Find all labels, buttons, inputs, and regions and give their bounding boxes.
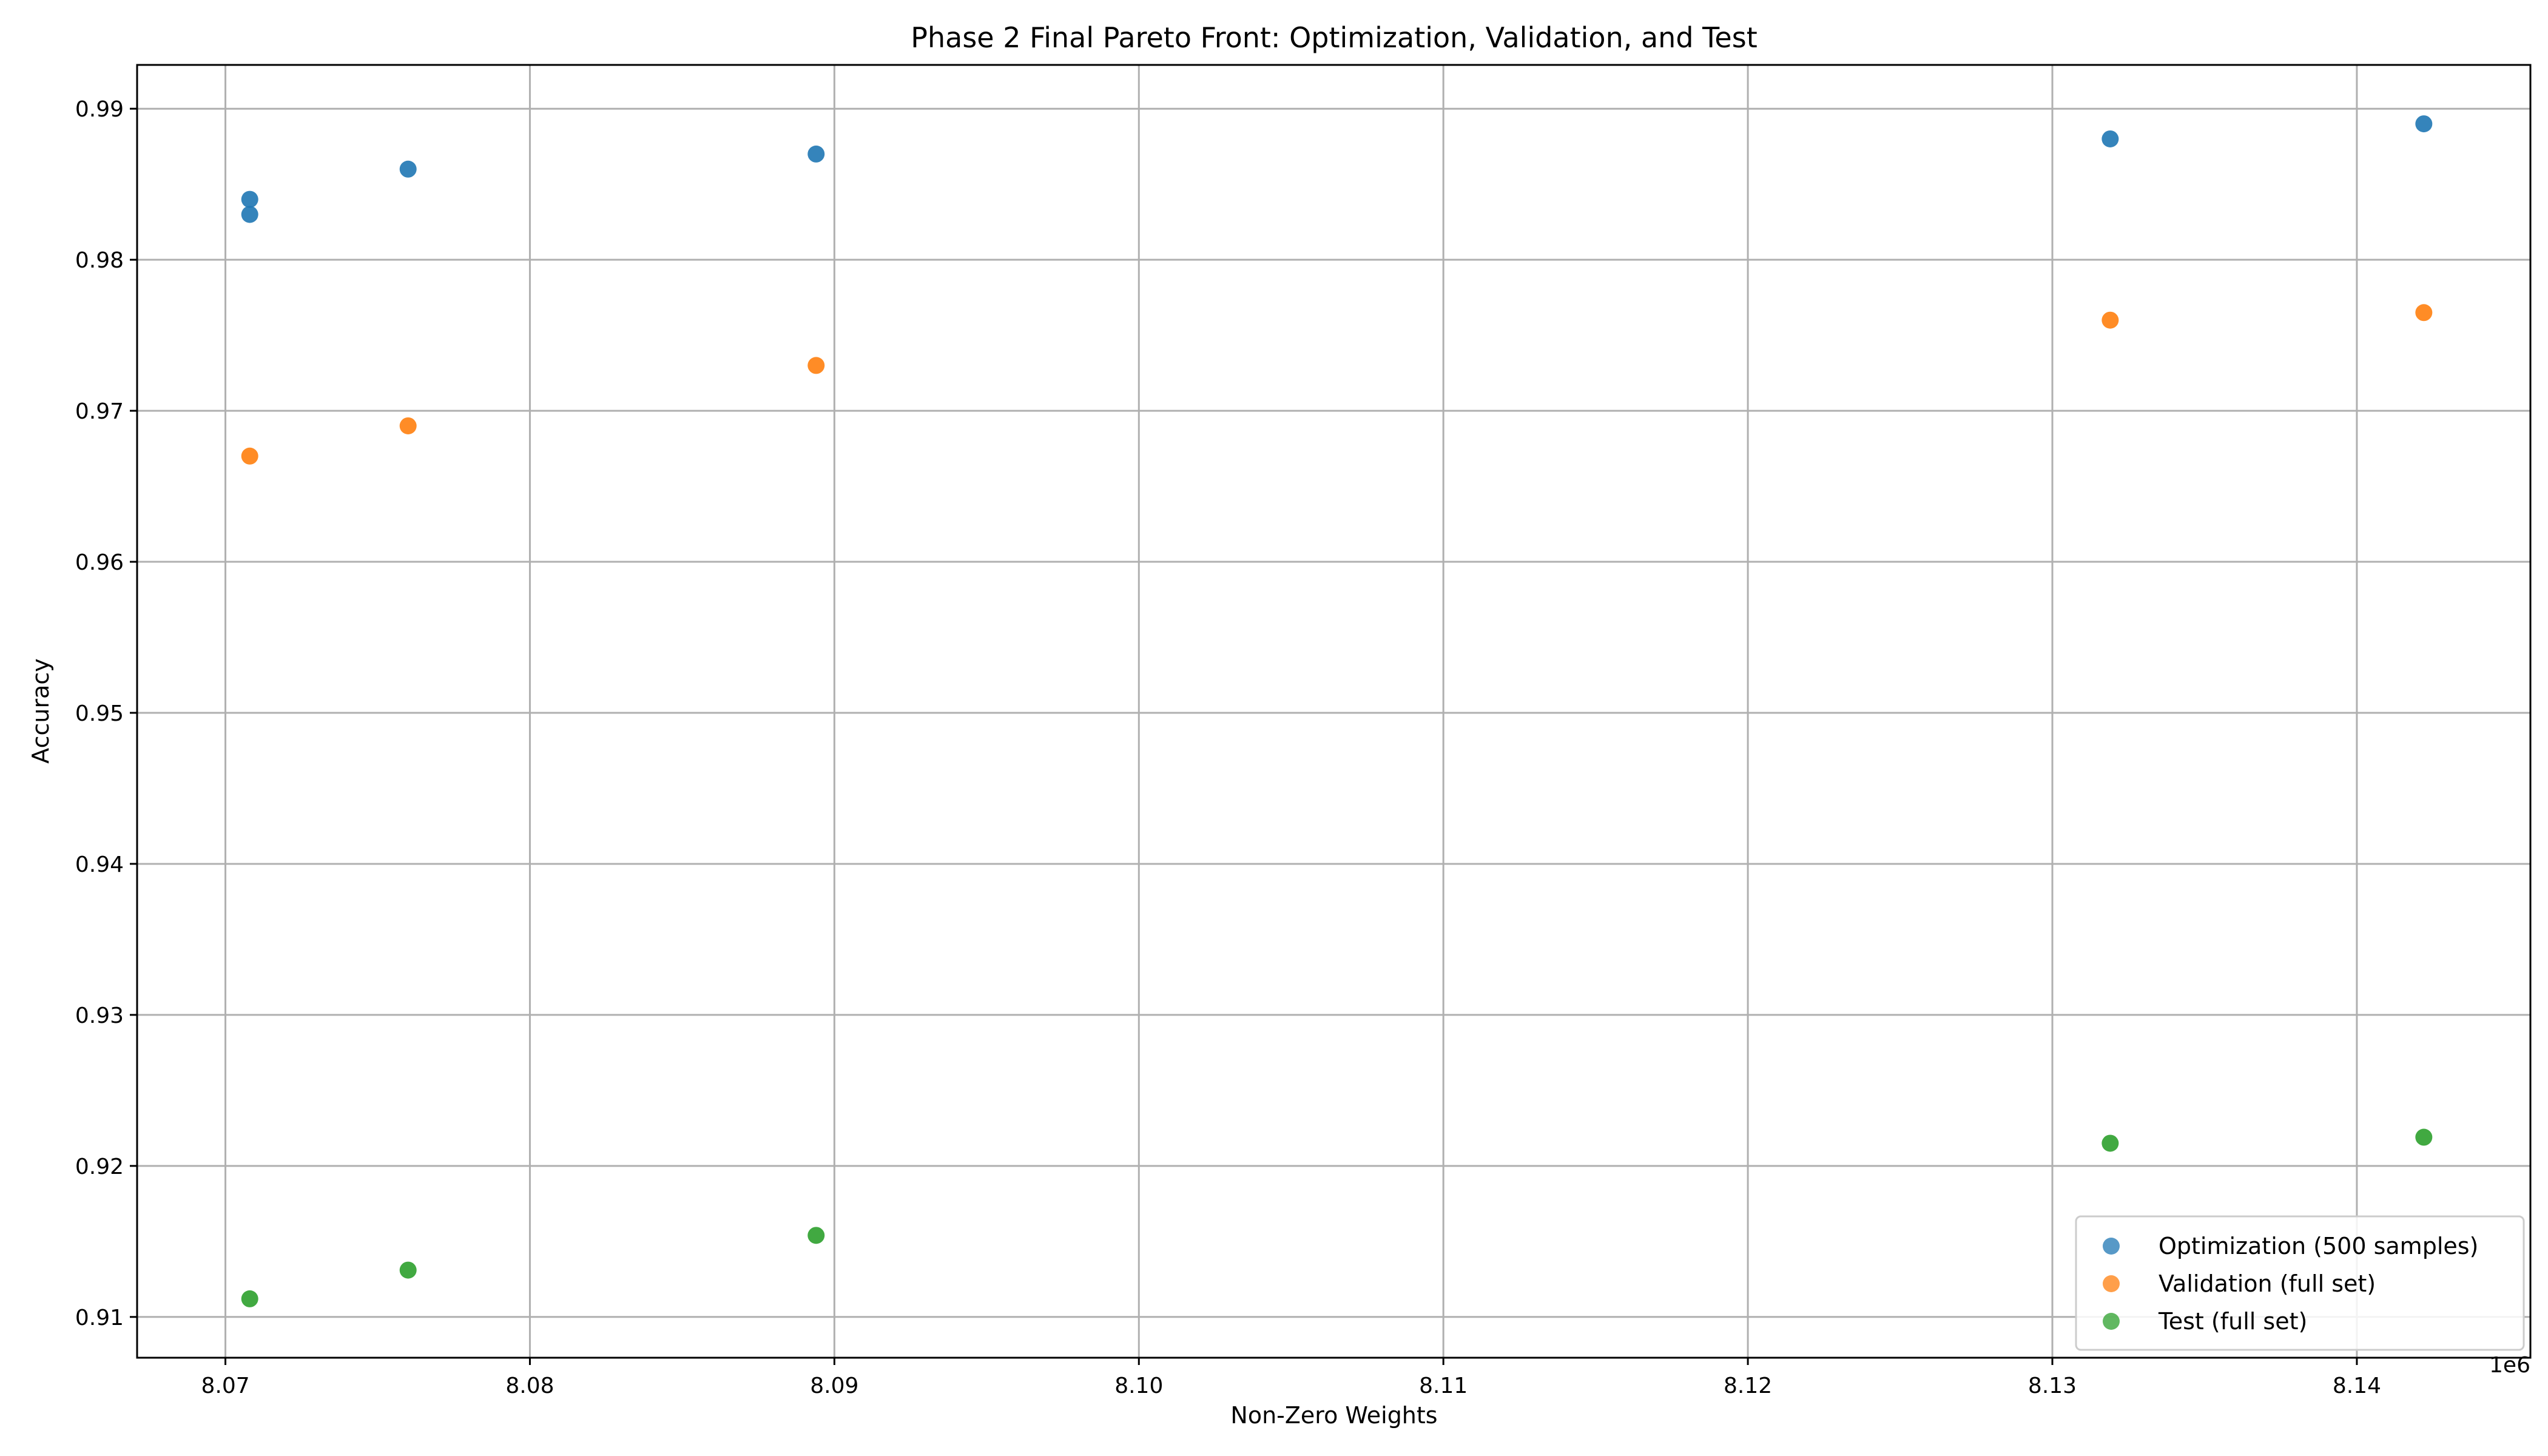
x-tick-label: 8.10 <box>1114 1373 1163 1398</box>
data-point <box>807 357 825 374</box>
x-tick-label: 8.13 <box>2028 1373 2077 1398</box>
legend-marker <box>2103 1238 2120 1255</box>
series-optimization-500-samples <box>241 115 2433 223</box>
legend-entry-label: Validation (full set) <box>2159 1270 2376 1297</box>
data-point <box>241 1290 258 1307</box>
data-point <box>2101 1134 2119 1152</box>
x-tick-label: 8.14 <box>2333 1373 2381 1398</box>
y-axis-label: Accuracy <box>27 658 54 764</box>
data-point <box>241 190 258 208</box>
legend-entry-label: Optimization (500 samples) <box>2159 1233 2478 1259</box>
y-axis-ticks: 0.91 0.92 0.93 0.94 0.95 0.96 0.97 0.98 0.99 <box>75 97 137 1330</box>
y-tick-label: 0.98 <box>75 248 124 273</box>
data-point <box>807 145 825 163</box>
x-tick-label: 8.11 <box>1419 1373 1468 1398</box>
data-point <box>399 417 417 434</box>
x-tick-label: 8.09 <box>810 1373 858 1398</box>
x-tick-label: 8.08 <box>505 1373 554 1398</box>
y-tick-label: 0.94 <box>75 852 124 877</box>
y-tick-label: 0.99 <box>75 97 124 122</box>
series-test-full-set <box>241 1128 2433 1307</box>
x-tick-label: 8.07 <box>201 1373 249 1398</box>
legend-marker <box>2103 1275 2120 1292</box>
data-point <box>2415 1128 2433 1146</box>
legend-entry-label: Test (full set) <box>2158 1308 2307 1335</box>
data-point <box>399 160 417 178</box>
data-point <box>241 206 258 223</box>
data-point <box>2101 130 2119 147</box>
grid-lines <box>137 65 2530 1358</box>
data-point <box>399 1261 417 1279</box>
data-point <box>807 1227 825 1244</box>
y-tick-label: 0.96 <box>75 550 124 575</box>
y-tick-label: 0.97 <box>75 399 124 424</box>
legend: Optimization (500 samples) Validation (fu… <box>2075 1215 2525 1351</box>
x-axis-ticks: 8.07 8.08 8.09 8.10 8.11 8.12 8.13 8.14 <box>201 1358 2381 1398</box>
legend-box <box>2075 1215 2525 1351</box>
y-tick-label: 0.91 <box>75 1306 124 1330</box>
x-axis-offset-label: 1e6 <box>2489 1353 2530 1378</box>
legend-marker <box>2103 1313 2120 1330</box>
plot-frame <box>136 64 2532 1359</box>
x-axis-label: Non-Zero Weights <box>1230 1402 1437 1429</box>
data-point <box>241 447 258 465</box>
y-tick-label: 0.93 <box>75 1003 124 1028</box>
data-point <box>2415 304 2433 322</box>
y-tick-label: 0.95 <box>75 701 124 726</box>
data-points <box>241 115 2433 1307</box>
x-tick-label: 8.12 <box>1724 1373 1772 1398</box>
y-tick-label: 0.92 <box>75 1154 124 1179</box>
series-validation-full-set <box>241 304 2433 465</box>
chart-title: Phase 2 Final Pareto Front: Optimization… <box>911 21 1757 54</box>
data-point <box>2415 115 2433 133</box>
data-point <box>2101 311 2119 329</box>
